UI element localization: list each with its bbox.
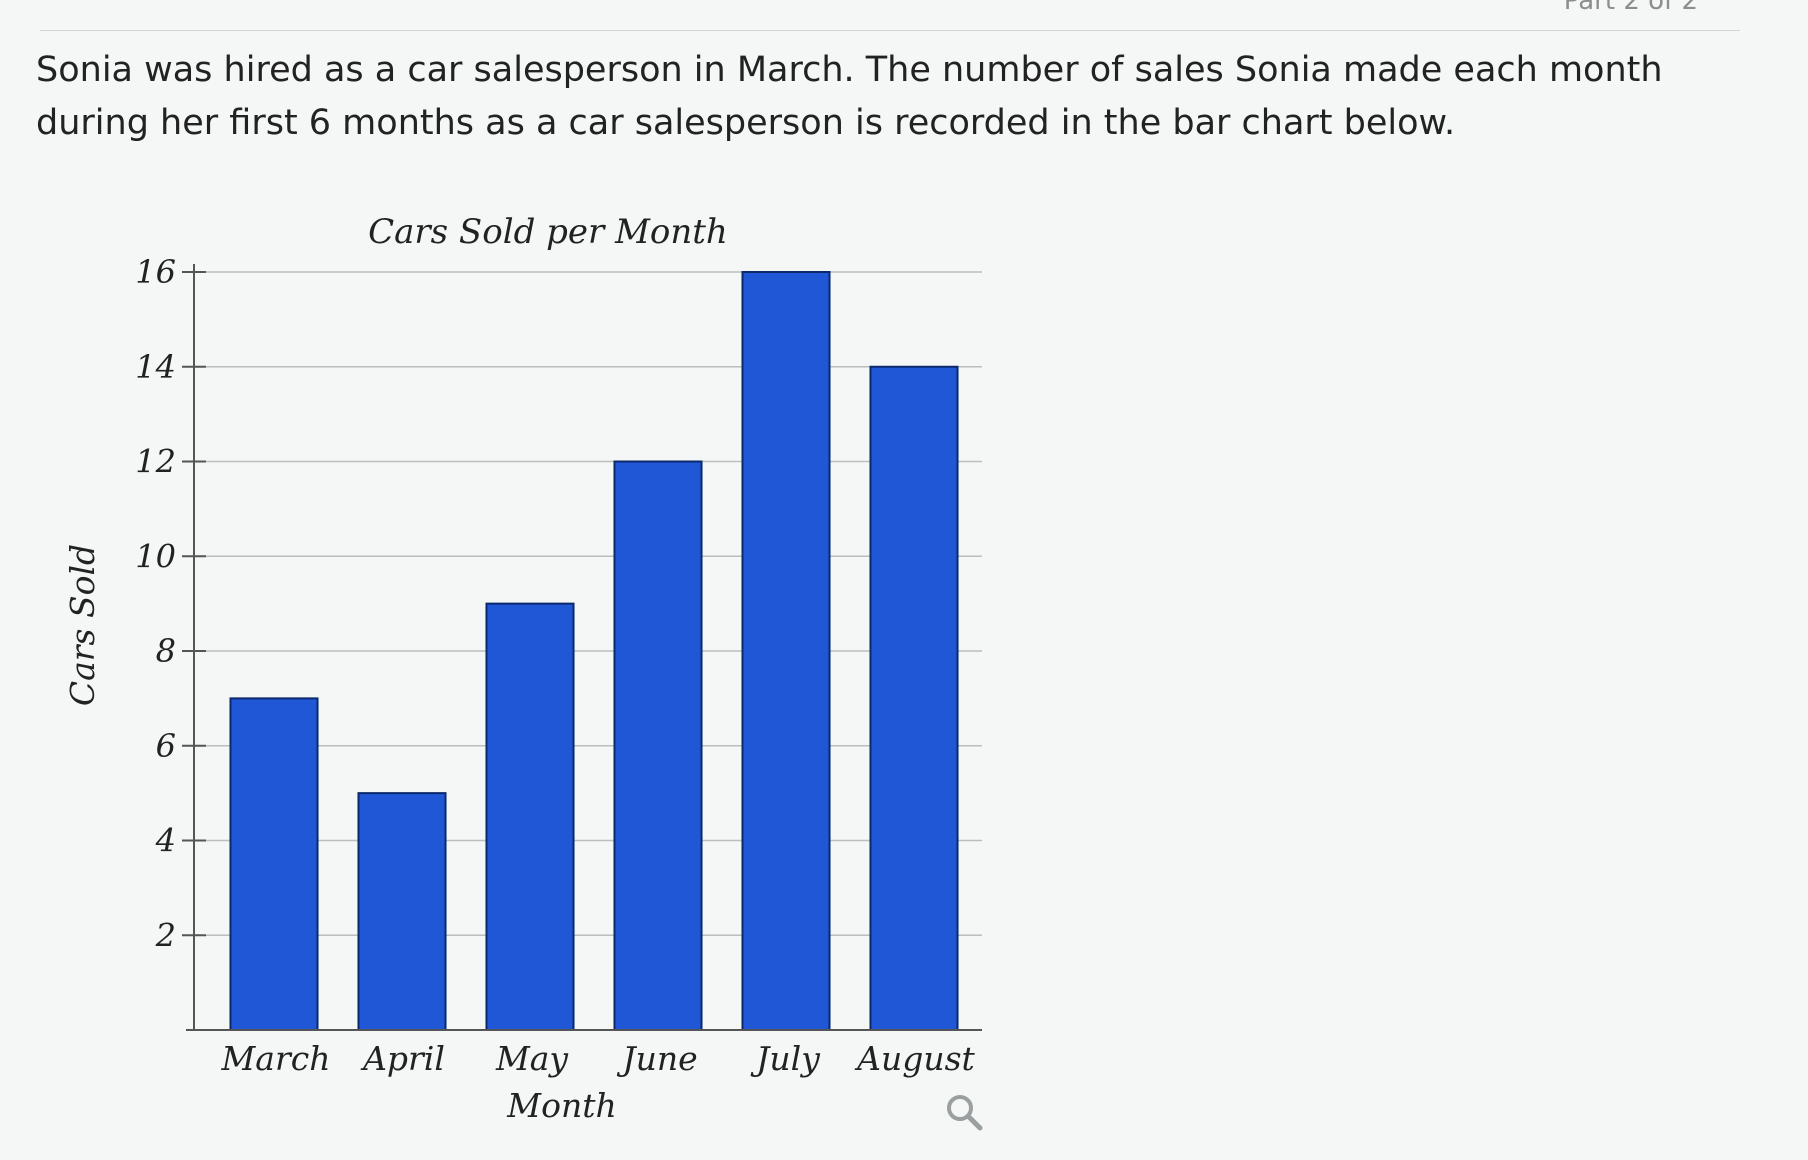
x-tick-label: May — [495, 1039, 568, 1078]
grid-lines — [194, 271, 982, 936]
magnifier-icon[interactable] — [944, 1092, 984, 1132]
x-tick-label: March — [221, 1039, 331, 1078]
top-divider — [40, 30, 1740, 31]
y-tick-label: 4 — [155, 822, 176, 860]
bar-june — [613, 460, 703, 1031]
x-tick-label: April — [360, 1039, 445, 1078]
part-label: Part 2 of 2 — [1563, 0, 1698, 16]
bars-group — [229, 271, 959, 1031]
bar-august — [869, 365, 959, 1031]
tick-labels: 2 4 6 8 10 12 14 16 March April May June July August — [135, 253, 975, 1078]
x-axis-label: Month — [506, 1086, 616, 1125]
y-tick-label: 10 — [135, 537, 176, 575]
bar-march — [229, 697, 319, 1031]
bar-july — [741, 271, 831, 1031]
x-tick-label: July — [750, 1039, 820, 1078]
bar-may — [485, 602, 575, 1031]
y-tick-label: 12 — [135, 443, 176, 481]
question-text: Sonia was hired as a car salesperson in … — [36, 50, 1663, 143]
y-tick-label: 6 — [156, 727, 176, 765]
chart-title: Cars Sold per Month — [368, 212, 728, 252]
y-tick-label: 16 — [135, 253, 176, 291]
y-tick-label: 8 — [156, 632, 176, 670]
y-tick-label: 14 — [135, 348, 176, 386]
x-tick-label: August — [854, 1039, 975, 1078]
bar-april — [357, 792, 447, 1031]
axes-group — [182, 264, 982, 1031]
x-tick-label: June — [616, 1039, 697, 1078]
y-axis-label: Cars Sold — [63, 544, 102, 706]
y-tick-label: 2 — [155, 916, 176, 954]
